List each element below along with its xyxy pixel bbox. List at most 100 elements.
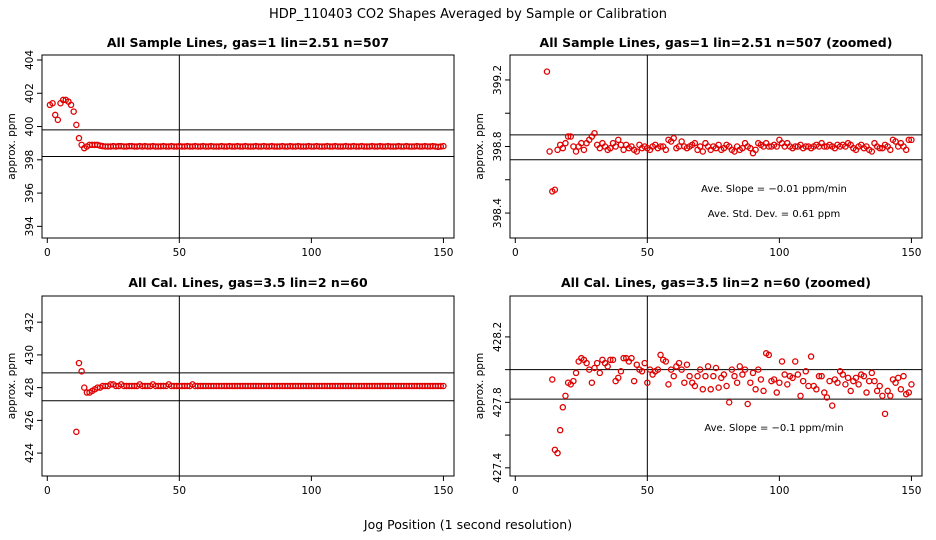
data-point — [681, 379, 688, 386]
data-point — [70, 108, 77, 115]
data-point — [691, 382, 699, 390]
x-tick-label: 0 — [44, 485, 51, 497]
data-point — [699, 148, 707, 155]
y-tick-label: 424 — [24, 443, 36, 463]
data-point — [765, 351, 773, 359]
x-tick-label: 50 — [641, 247, 654, 259]
chart-panel-2: All Sample Lines, gas=1 lin=2.51 n=507 (… — [474, 35, 923, 259]
data-point — [720, 371, 728, 378]
data-point — [694, 372, 701, 380]
y-tick-label: 432 — [24, 312, 36, 332]
data-point — [739, 371, 746, 378]
data-point — [54, 116, 62, 124]
data-point — [554, 146, 561, 154]
data-point — [702, 372, 709, 380]
data-point — [628, 354, 635, 362]
data-point — [900, 372, 907, 380]
data-point — [710, 372, 717, 380]
data-point — [440, 142, 447, 150]
plot-frame — [41, 54, 455, 239]
data-point — [630, 377, 638, 385]
data-points — [543, 68, 915, 195]
data-point — [75, 134, 83, 142]
data-point — [908, 381, 915, 388]
data-point — [678, 138, 685, 145]
y-tick-label: 399.2 — [492, 65, 504, 95]
data-point — [551, 186, 559, 194]
y-tick-label: 398.4 — [492, 198, 504, 228]
data-point — [741, 366, 749, 373]
plot-frame — [41, 295, 455, 477]
x-tick-label: 150 — [433, 485, 453, 497]
data-point — [78, 368, 85, 375]
x-tick-label: 150 — [433, 247, 453, 259]
data-point — [570, 143, 577, 150]
data-point — [752, 386, 759, 393]
data-point — [620, 146, 627, 154]
data-point — [847, 387, 854, 395]
data-point — [607, 356, 614, 364]
data-point — [828, 402, 836, 409]
data-point — [887, 392, 894, 400]
data-point — [778, 358, 786, 365]
data-points — [549, 350, 915, 457]
data-point — [67, 101, 75, 109]
data-point — [670, 134, 677, 142]
data-points — [73, 359, 447, 436]
data-point — [73, 121, 80, 129]
data-point — [791, 358, 799, 365]
data-point — [733, 379, 741, 386]
data-point — [657, 143, 664, 150]
data-point — [902, 146, 910, 154]
data-point — [755, 366, 762, 373]
data-point — [773, 389, 780, 396]
data-points — [46, 96, 447, 152]
panel-title: All Sample Lines, gas=1 lin=2.51 n=507 (… — [540, 35, 893, 50]
data-point — [905, 136, 913, 144]
data-point — [887, 146, 894, 154]
y-tick-label: 398 — [24, 150, 36, 170]
data-point — [805, 382, 812, 390]
data-point — [696, 143, 704, 150]
y-tick-label: 428.2 — [492, 322, 504, 352]
x-tick-label: 150 — [901, 247, 921, 259]
data-point — [691, 139, 699, 147]
y-axis-label: approx. ppm — [6, 353, 18, 419]
data-point — [638, 368, 646, 375]
y-tick-label: 430 — [24, 345, 36, 365]
chart-panel-3: All Cal. Lines, gas=3.5 lin=2 n=60 0 50 100… — [6, 275, 455, 497]
data-point — [73, 428, 80, 436]
x-tick-label: 0 — [44, 247, 51, 259]
figure-title: HDP_110403 CO2 Shapes Averaged by Sample… — [269, 7, 667, 22]
data-point — [665, 381, 672, 388]
data-point — [789, 374, 796, 382]
data-point — [855, 381, 862, 388]
data-point — [49, 99, 56, 107]
data-point — [905, 389, 913, 396]
data-point — [615, 136, 622, 144]
y-tick-label: 400 — [24, 117, 36, 137]
data-point — [604, 363, 611, 370]
y-tick-label: 427.8 — [492, 387, 504, 417]
data-point — [583, 359, 590, 367]
data-point — [707, 386, 714, 393]
data-point — [562, 392, 569, 400]
data-point — [802, 368, 810, 375]
data-point — [863, 389, 870, 396]
data-point — [813, 386, 820, 393]
data-point — [842, 381, 849, 388]
data-point — [871, 377, 878, 385]
data-point — [723, 382, 730, 390]
plot-frame — [509, 295, 923, 477]
data-point — [588, 379, 596, 386]
y-tick-label: 404 — [24, 50, 36, 70]
data-point — [686, 372, 693, 380]
data-point — [670, 372, 677, 380]
data-point — [678, 366, 685, 373]
data-point — [815, 372, 823, 380]
data-point — [736, 363, 744, 370]
y-axis-label: approx. ppm — [6, 113, 18, 179]
data-point — [747, 379, 754, 386]
data-point — [549, 376, 556, 383]
data-point — [884, 387, 891, 395]
